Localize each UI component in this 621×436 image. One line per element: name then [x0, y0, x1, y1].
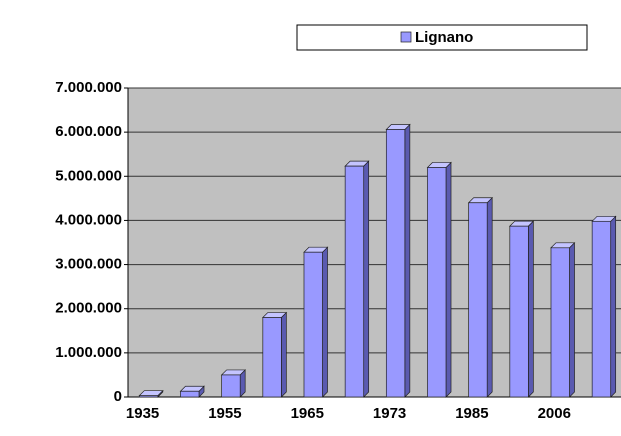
bar [591, 220, 612, 398]
y-tick-label: 5.000.000 [55, 167, 122, 184]
bar [221, 374, 241, 398]
bar [509, 225, 529, 398]
y-tick-label: 7.000.000 [55, 79, 122, 96]
y-tick-label: 1.000.000 [55, 344, 122, 361]
bar [427, 167, 447, 398]
legend-box [296, 24, 588, 51]
bar [180, 390, 200, 398]
bar [138, 395, 159, 398]
bar [550, 247, 570, 398]
x-tick-label: 2006 [538, 405, 571, 422]
legend-label: Lignano [415, 29, 473, 46]
bar [344, 165, 365, 398]
x-tick-label: 1973 [373, 405, 406, 422]
bar-side [486, 196, 493, 398]
y-tick-label: 0 [114, 388, 122, 405]
x-tick-label: 1985 [455, 405, 488, 422]
legend-swatch [400, 31, 412, 43]
bar [468, 202, 488, 398]
plot-area [128, 88, 621, 397]
y-tick-label: 3.000.000 [55, 256, 122, 273]
y-tick-label: 2.000.000 [55, 300, 122, 317]
bar-side [404, 123, 411, 398]
x-tick-label: 1935 [126, 405, 159, 422]
bar-side [610, 215, 617, 398]
bar [262, 317, 282, 398]
bar-side [527, 220, 534, 398]
x-tick-label: 1965 [291, 405, 324, 422]
x-tick-label: 1955 [208, 405, 241, 422]
bar [385, 129, 406, 398]
bar-side [569, 241, 575, 398]
bar-side [280, 311, 287, 398]
y-tick-label: 4.000.000 [55, 211, 122, 228]
bar [303, 251, 323, 398]
bar-side [322, 246, 328, 398]
bar-side [445, 161, 452, 398]
y-tick-label: 6.000.000 [55, 123, 122, 140]
bar-side [363, 160, 370, 398]
